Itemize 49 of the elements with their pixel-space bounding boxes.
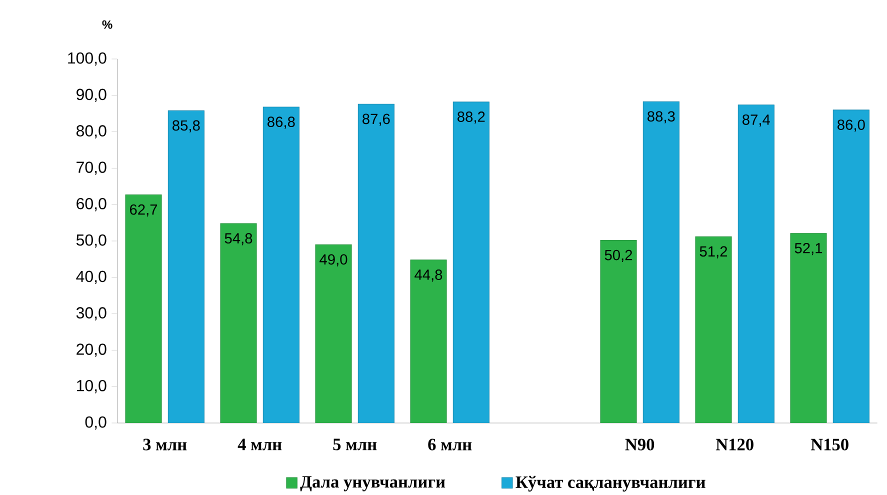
x-tick-label: 6 млн [428,438,472,450]
x-tick-label: 3 млн [143,438,187,450]
legend-label: Кўчат сақланувчанлиги [516,476,706,492]
bar [642,101,680,423]
y-tick-label: 80,0 [76,125,106,138]
data-label: 87,6 [362,114,390,126]
data-label: 49,0 [320,254,348,266]
data-label: 86,8 [268,116,295,129]
data-label: 86,0 [838,120,865,132]
x-tick-label: 4 млн [238,438,282,450]
data-label: 88,3 [648,111,675,124]
x-tick-label: N120 [716,438,754,450]
y-tick-label: 90,0 [76,88,106,102]
bar [315,244,352,423]
legend-label: Дала унувчанлиги [300,476,446,492]
bar [262,106,300,423]
y-tick-label: 20,0 [76,344,106,357]
y-axis-title: % [102,20,112,29]
data-label: 85,8 [172,120,200,132]
y-tick-label: 0,0 [85,416,106,430]
bar [738,104,774,423]
bar [125,194,162,423]
data-label: 62,7 [130,204,158,216]
bar [452,102,490,423]
y-tick-label: 10,0 [77,380,106,394]
y-tick-label: 50,0 [76,234,106,248]
data-label: 50,2 [604,250,632,262]
bar [168,110,204,423]
bar [695,236,732,423]
bar [220,223,257,423]
bar [358,104,394,423]
y-tick-label: 60,0 [76,198,106,212]
x-tick-label: N90 [625,438,654,450]
data-label: 54,8 [224,233,252,246]
x-tick-label: 5 млн [333,438,377,450]
data-label: 52,1 [794,242,822,256]
y-tick-label: 30,0 [76,307,106,320]
y-tick-label: 100,0 [68,52,106,66]
data-label: 51,2 [700,246,728,258]
bar [832,110,870,423]
x-tick-label: N150 [810,438,848,450]
bar [600,240,637,423]
data-label: 44,8 [414,270,442,282]
data-label: 88,2 [458,112,485,124]
y-tick-label: 40,0 [76,270,106,284]
y-tick-label: 70,0 [76,162,106,175]
bar [410,260,447,423]
data-label: 87,4 [742,114,770,127]
bar [790,233,827,423]
